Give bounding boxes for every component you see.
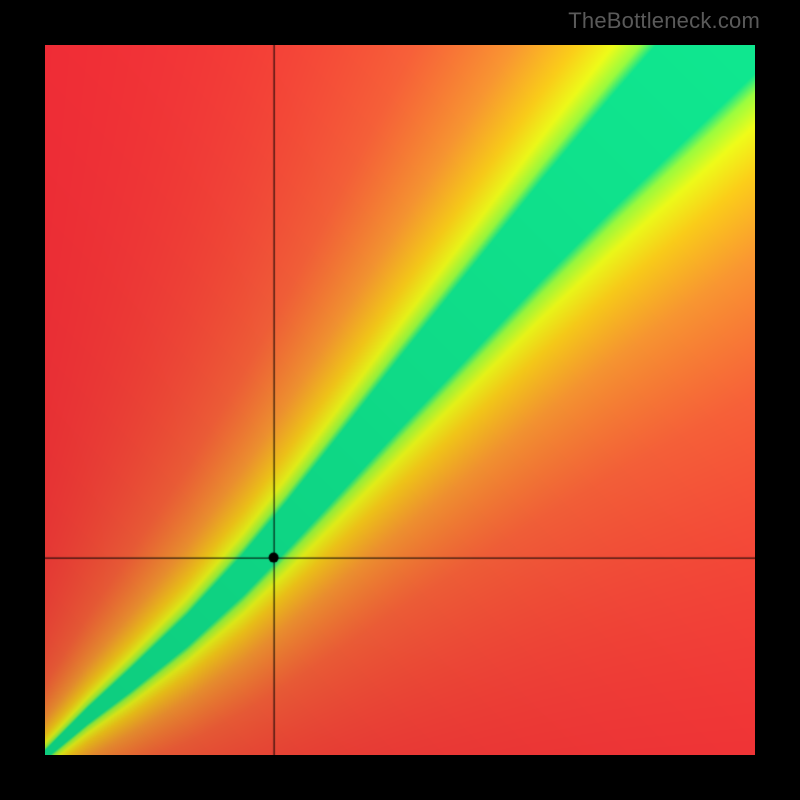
watermark-text: TheBottleneck.com [568, 8, 760, 34]
bottleneck-heatmap [45, 45, 755, 755]
